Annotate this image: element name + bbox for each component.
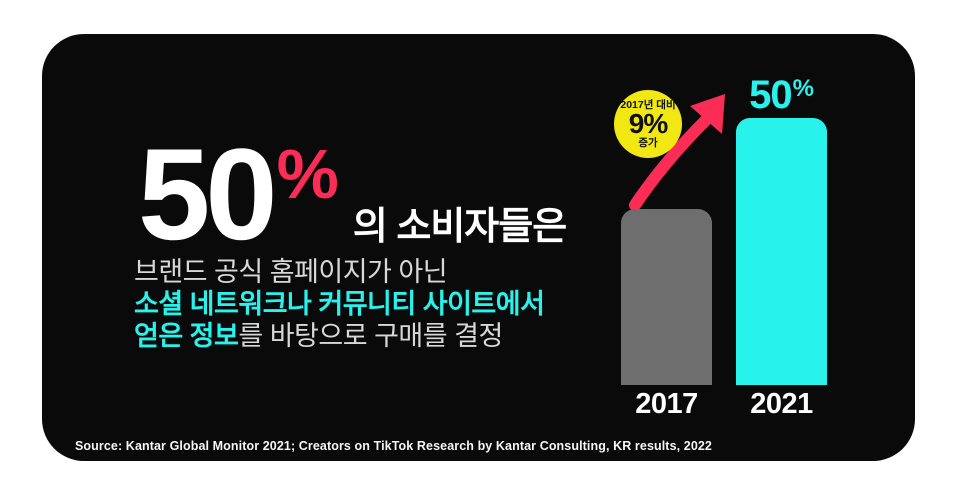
bar-value-number: 50 [749,73,792,117]
badge-compare-label: 2017년 대비 [620,99,676,111]
body-line-1: 브랜드 공식 홈페이지가 아닌 [134,257,448,287]
body-line-3-rest: 를 바탕으로 구매를 결정 [238,321,503,351]
badge-value: 9% [628,108,668,139]
bar-value-percent-sign: % [792,75,814,102]
badge-increase-label: 증가 [638,137,658,149]
x-axis-label-2021: 2021 [750,388,813,420]
bar-value-label-2021: 50% [736,75,827,115]
body-copy: 브랜드 공식 홈페이지가 아닌 소셜 네트워크나 커뮤니티 사이트에서 얻은 정… [134,256,545,352]
body-line-3: 얻은 정보를 바탕으로 구매를 결정 [134,320,544,352]
x-axis-label-2017: 2017 [635,388,698,420]
increase-badge: 2017년 대비 9% 증가 [614,90,682,158]
bar-2021 [736,118,827,385]
infographic-card: 50 % 의 소비자들은 브랜드 공식 홈페이지가 아닌 소셜 네트워크나 커뮤… [42,34,915,461]
body-line-3-highlight: 얻은 정보 [134,321,239,351]
bar-2017 [621,209,712,385]
headline-percent-sign: % [276,135,339,213]
growth-arrow-icon [629,94,725,211]
headline-number: 50 [138,121,278,267]
body-line-2: 소셜 네트워크나 커뮤니티 사이트에서 [134,289,545,319]
source-text: Source: Kantar Global Monitor 2021; Crea… [75,439,712,453]
headline-suffix: 의 소비자들은 [352,206,567,248]
headline: 50 % 의 소비자들은 [138,121,567,267]
